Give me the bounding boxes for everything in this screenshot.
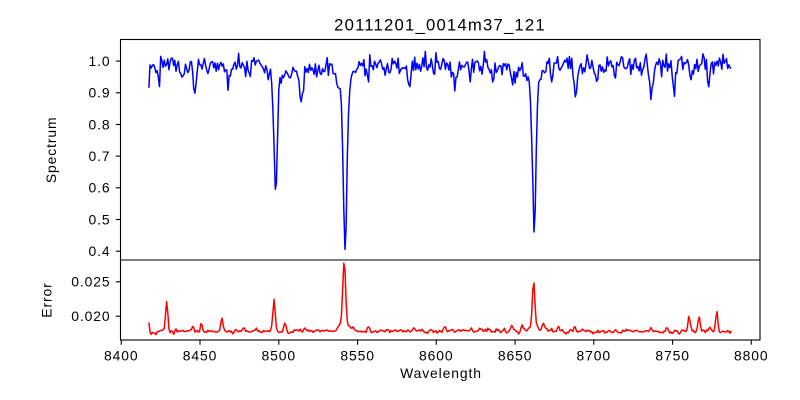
svg-text:8550: 8550	[340, 347, 375, 363]
svg-text:0.6: 0.6	[88, 180, 110, 196]
svg-text:8600: 8600	[419, 347, 454, 363]
svg-text:8500: 8500	[262, 347, 297, 363]
svg-text:0.020: 0.020	[71, 308, 110, 324]
svg-text:0.4: 0.4	[88, 243, 110, 259]
svg-text:0.5: 0.5	[88, 211, 110, 227]
svg-text:1.0: 1.0	[88, 53, 110, 69]
svg-text:20111201_0014m37_121: 20111201_0014m37_121	[334, 16, 546, 35]
svg-text:Spectrum: Spectrum	[43, 116, 59, 183]
svg-text:8400: 8400	[104, 347, 139, 363]
svg-text:Wavelength: Wavelength	[400, 365, 482, 381]
svg-text:8650: 8650	[498, 347, 533, 363]
svg-text:8750: 8750	[655, 347, 690, 363]
svg-text:Error: Error	[39, 282, 55, 317]
svg-text:0.9: 0.9	[88, 85, 110, 101]
svg-text:8450: 8450	[183, 347, 218, 363]
svg-text:0.7: 0.7	[88, 148, 110, 164]
svg-text:8800: 8800	[734, 347, 769, 363]
svg-text:8700: 8700	[577, 347, 612, 363]
svg-text:0.025: 0.025	[71, 274, 110, 290]
svg-text:0.8: 0.8	[88, 116, 110, 132]
